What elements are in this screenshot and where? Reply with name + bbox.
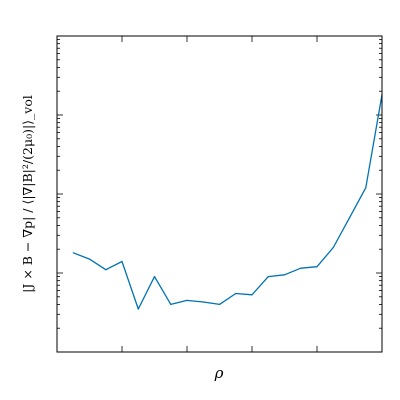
plot-frame (56, 35, 383, 353)
data-point (153, 276, 156, 278)
data-point (348, 217, 351, 219)
data-point (267, 276, 269, 278)
x-axis-label: ρ (214, 364, 224, 382)
data-point (300, 267, 302, 269)
data-point (365, 187, 367, 189)
data-point (72, 252, 74, 254)
data-points (72, 94, 383, 310)
data-point (121, 260, 123, 263)
data-point (170, 303, 172, 305)
data-point (105, 269, 107, 271)
data-point (202, 301, 204, 303)
data-point (235, 292, 237, 295)
data-point (251, 294, 253, 296)
data-point (218, 303, 221, 305)
series-line (73, 94, 383, 310)
data-point (186, 299, 188, 301)
data-point (88, 258, 91, 260)
y-axis-label: |J × B − ∇p| / ⟨|∇|B|²/(2μ₀)|⟩_vol (20, 95, 35, 293)
data-point (332, 246, 334, 249)
data-point (137, 308, 139, 310)
data-point (316, 266, 318, 268)
data-point (283, 274, 286, 276)
